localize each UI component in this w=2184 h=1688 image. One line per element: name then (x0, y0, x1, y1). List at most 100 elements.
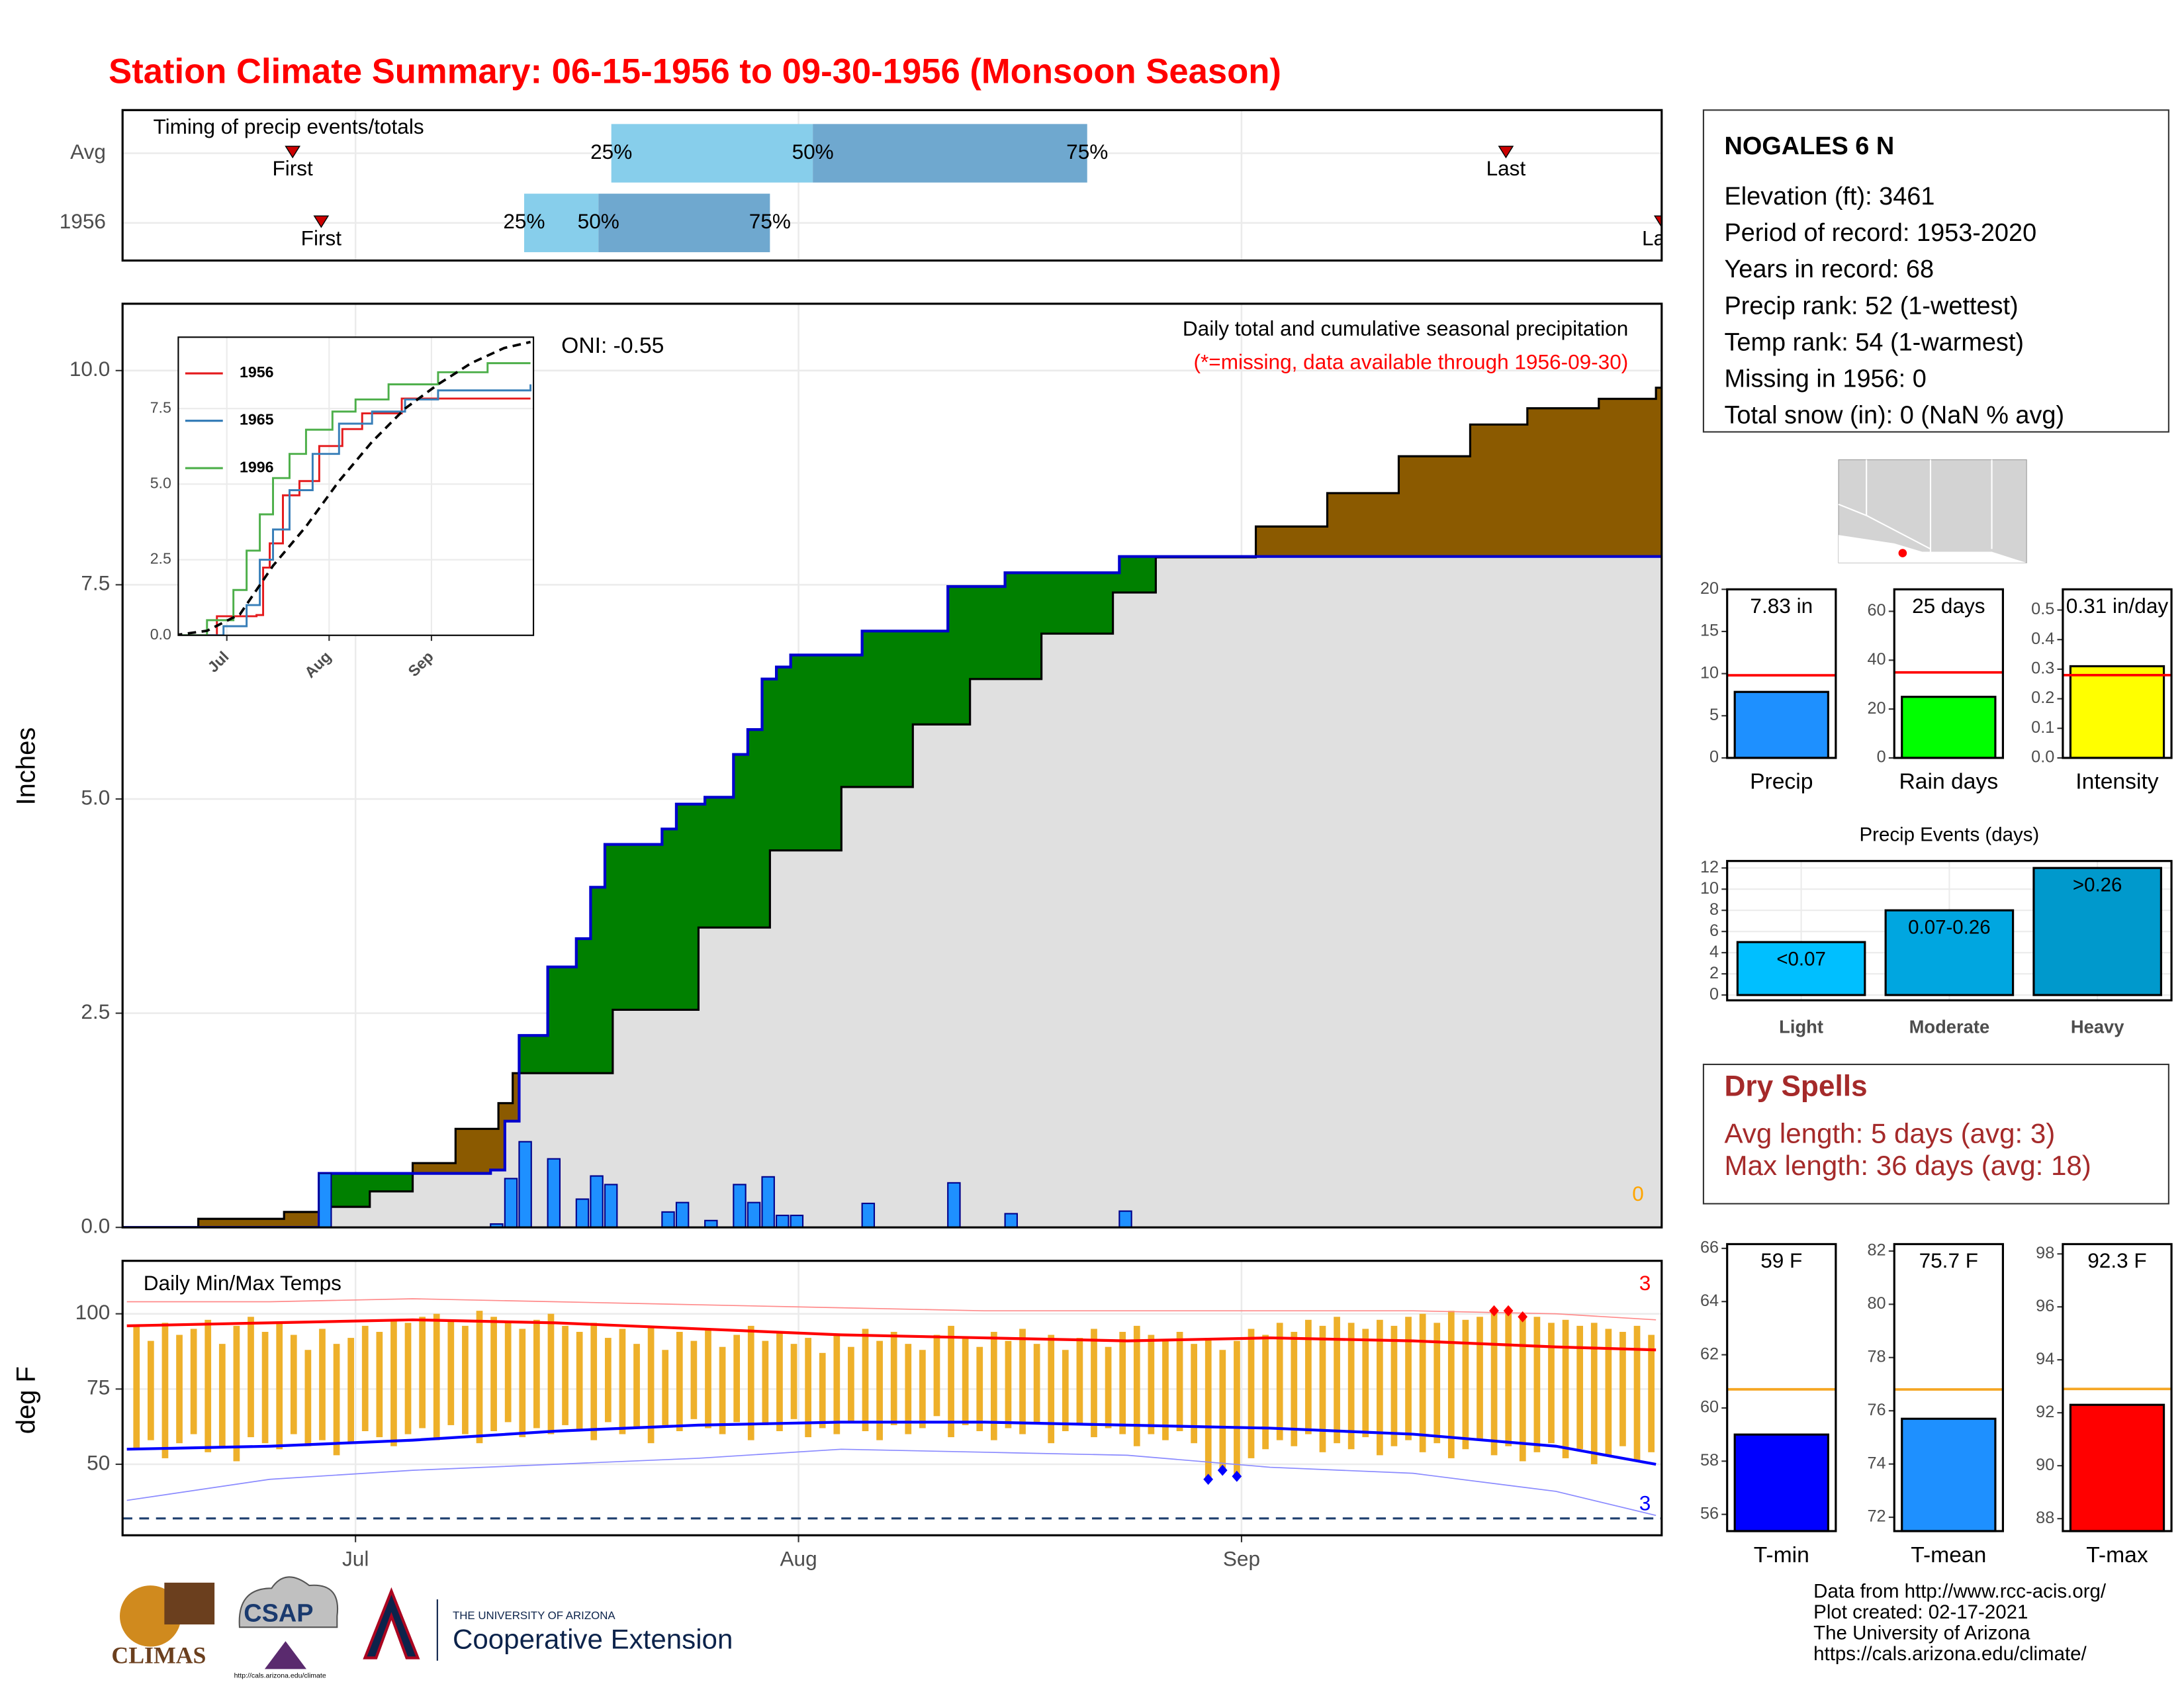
bar (2032, 867, 2162, 996)
y-tick-label: 72 (1868, 1507, 1886, 1526)
temp-range-bar (790, 1344, 797, 1419)
panel-title: Timing of precip events/totals (154, 115, 424, 138)
temp-range-bar (776, 1331, 783, 1432)
dry-spells-box (1702, 1063, 2169, 1205)
y-tick-label: 50 (87, 1450, 110, 1474)
temp-range-bar (876, 1340, 883, 1440)
bar (2069, 1403, 2165, 1532)
legend-label: 1965 (240, 411, 274, 428)
temp-range-bar (1462, 1319, 1469, 1450)
map-border (1866, 514, 1931, 550)
temp-range-bar (1191, 1344, 1198, 1444)
legend-label: 1996 (240, 458, 274, 475)
station-name: NOGALES 6 N (1724, 132, 1894, 160)
bar-label: 0.07-0.26 (1908, 916, 1990, 938)
station-info: Temp rank: 54 (1-warmest) (1724, 328, 2024, 356)
temp-range-bar (1505, 1311, 1512, 1446)
temp-range-bar (1334, 1317, 1340, 1444)
daily-precip-bar (861, 1202, 876, 1228)
category-label: T-min (1754, 1543, 1809, 1568)
y-tick-label: 2 (1709, 964, 1719, 982)
temp-range-bar (290, 1335, 297, 1434)
event-marker (313, 215, 330, 228)
event-label: First (272, 156, 313, 180)
base-area (126, 556, 1662, 1228)
temp-range-bar (976, 1346, 983, 1432)
y-tick-label: 74 (1868, 1454, 1886, 1472)
dry-spells-line: Max length: 36 days (avg: 18) (1724, 1150, 2091, 1181)
dry-spells-title: Dry Spells (1724, 1070, 1867, 1102)
value-label: 92.3 F (2087, 1248, 2146, 1272)
bar-label: >0.26 (2073, 874, 2122, 896)
timing-plot: 25% 50% 75% First Last 25% 50% 75% First Last Timi… (122, 115, 1682, 252)
inset-line (178, 362, 531, 635)
temp-range-bar (1490, 1311, 1498, 1456)
y-tick-label: 5 (1709, 706, 1719, 724)
daily-precip-bar (547, 1158, 561, 1228)
temp-range-bar (1619, 1331, 1626, 1446)
inset-frame (177, 336, 535, 636)
quartile-label: 75% (749, 209, 791, 233)
daily-precip-bar (947, 1182, 961, 1228)
y-tick-label: 5.0 (81, 785, 110, 809)
temp-range-bar (805, 1338, 811, 1438)
temp-range-bar (1633, 1325, 1641, 1462)
temp-line (126, 1318, 1657, 1352)
temp-range-bar (1119, 1331, 1126, 1434)
y-tick-label: 10 (1700, 663, 1719, 682)
temp-range-bar (333, 1344, 340, 1456)
temp-range-bar (205, 1319, 212, 1452)
temp-range-bar (604, 1338, 612, 1423)
quartile-label: 25% (590, 140, 632, 164)
bar (1901, 696, 1997, 759)
temp-range-bar (1319, 1325, 1326, 1452)
daily-precip-bar (504, 1178, 518, 1228)
daily-precip-bar (747, 1201, 761, 1228)
bar (1736, 941, 1866, 996)
temp-range-bar (1105, 1346, 1112, 1429)
daily-precip-bar (761, 1176, 775, 1228)
temp-range-bar (261, 1331, 269, 1444)
y-tick-label: 78 (1868, 1347, 1886, 1366)
y-axis-title: Inches (12, 727, 41, 806)
temp-range-bar (1390, 1325, 1398, 1446)
y-tick-label: 0.0 (2031, 748, 2054, 767)
category-label: Light (1779, 1016, 1823, 1037)
y-tick-label: 66 (1700, 1239, 1719, 1257)
temp-range-bar (662, 1350, 669, 1425)
daily-precip-bar (675, 1201, 690, 1228)
temp-range-bar (1533, 1317, 1541, 1452)
y-tick-label: 2.5 (150, 550, 171, 567)
record-marker (1232, 1470, 1242, 1482)
temp-range-bar (547, 1313, 555, 1434)
temp-range-bar (990, 1331, 997, 1440)
y-tick-label: 20 (1700, 579, 1719, 598)
bar-panel-frame (1726, 1243, 1837, 1532)
csap-cloud (238, 1576, 339, 1628)
legend-label: 1956 (240, 363, 274, 381)
temp-range-bar (390, 1319, 397, 1446)
temp-range-bar (733, 1335, 741, 1423)
temp-range-bar (1376, 1319, 1383, 1456)
y-tick-label: 98 (2036, 1244, 2054, 1262)
value-label: 75.7 F (1919, 1248, 1978, 1272)
temp-range-bar (1076, 1338, 1083, 1425)
temp-range-bar (248, 1317, 254, 1438)
record-marker (1503, 1305, 1514, 1317)
temp-range-bar (1005, 1340, 1012, 1429)
inset-line (178, 340, 531, 635)
x-tick-label: Sep (1223, 1547, 1260, 1571)
event-label: Last (1642, 226, 1682, 250)
y-tick-label: 0.2 (2031, 688, 2054, 707)
temp-range-bar (319, 1329, 326, 1440)
map-mexico (1839, 535, 2027, 563)
temps-plot (122, 1298, 1662, 1520)
panel-frame (121, 1260, 1663, 1536)
daily-precip-bar (1118, 1210, 1132, 1228)
y-tick-label: 0 (1877, 748, 1886, 767)
station-map (1838, 459, 2027, 563)
y-tick-label: 15 (1700, 622, 1719, 640)
temp-range-bar (719, 1346, 726, 1434)
y-tick-label: 82 (1868, 1241, 1886, 1260)
